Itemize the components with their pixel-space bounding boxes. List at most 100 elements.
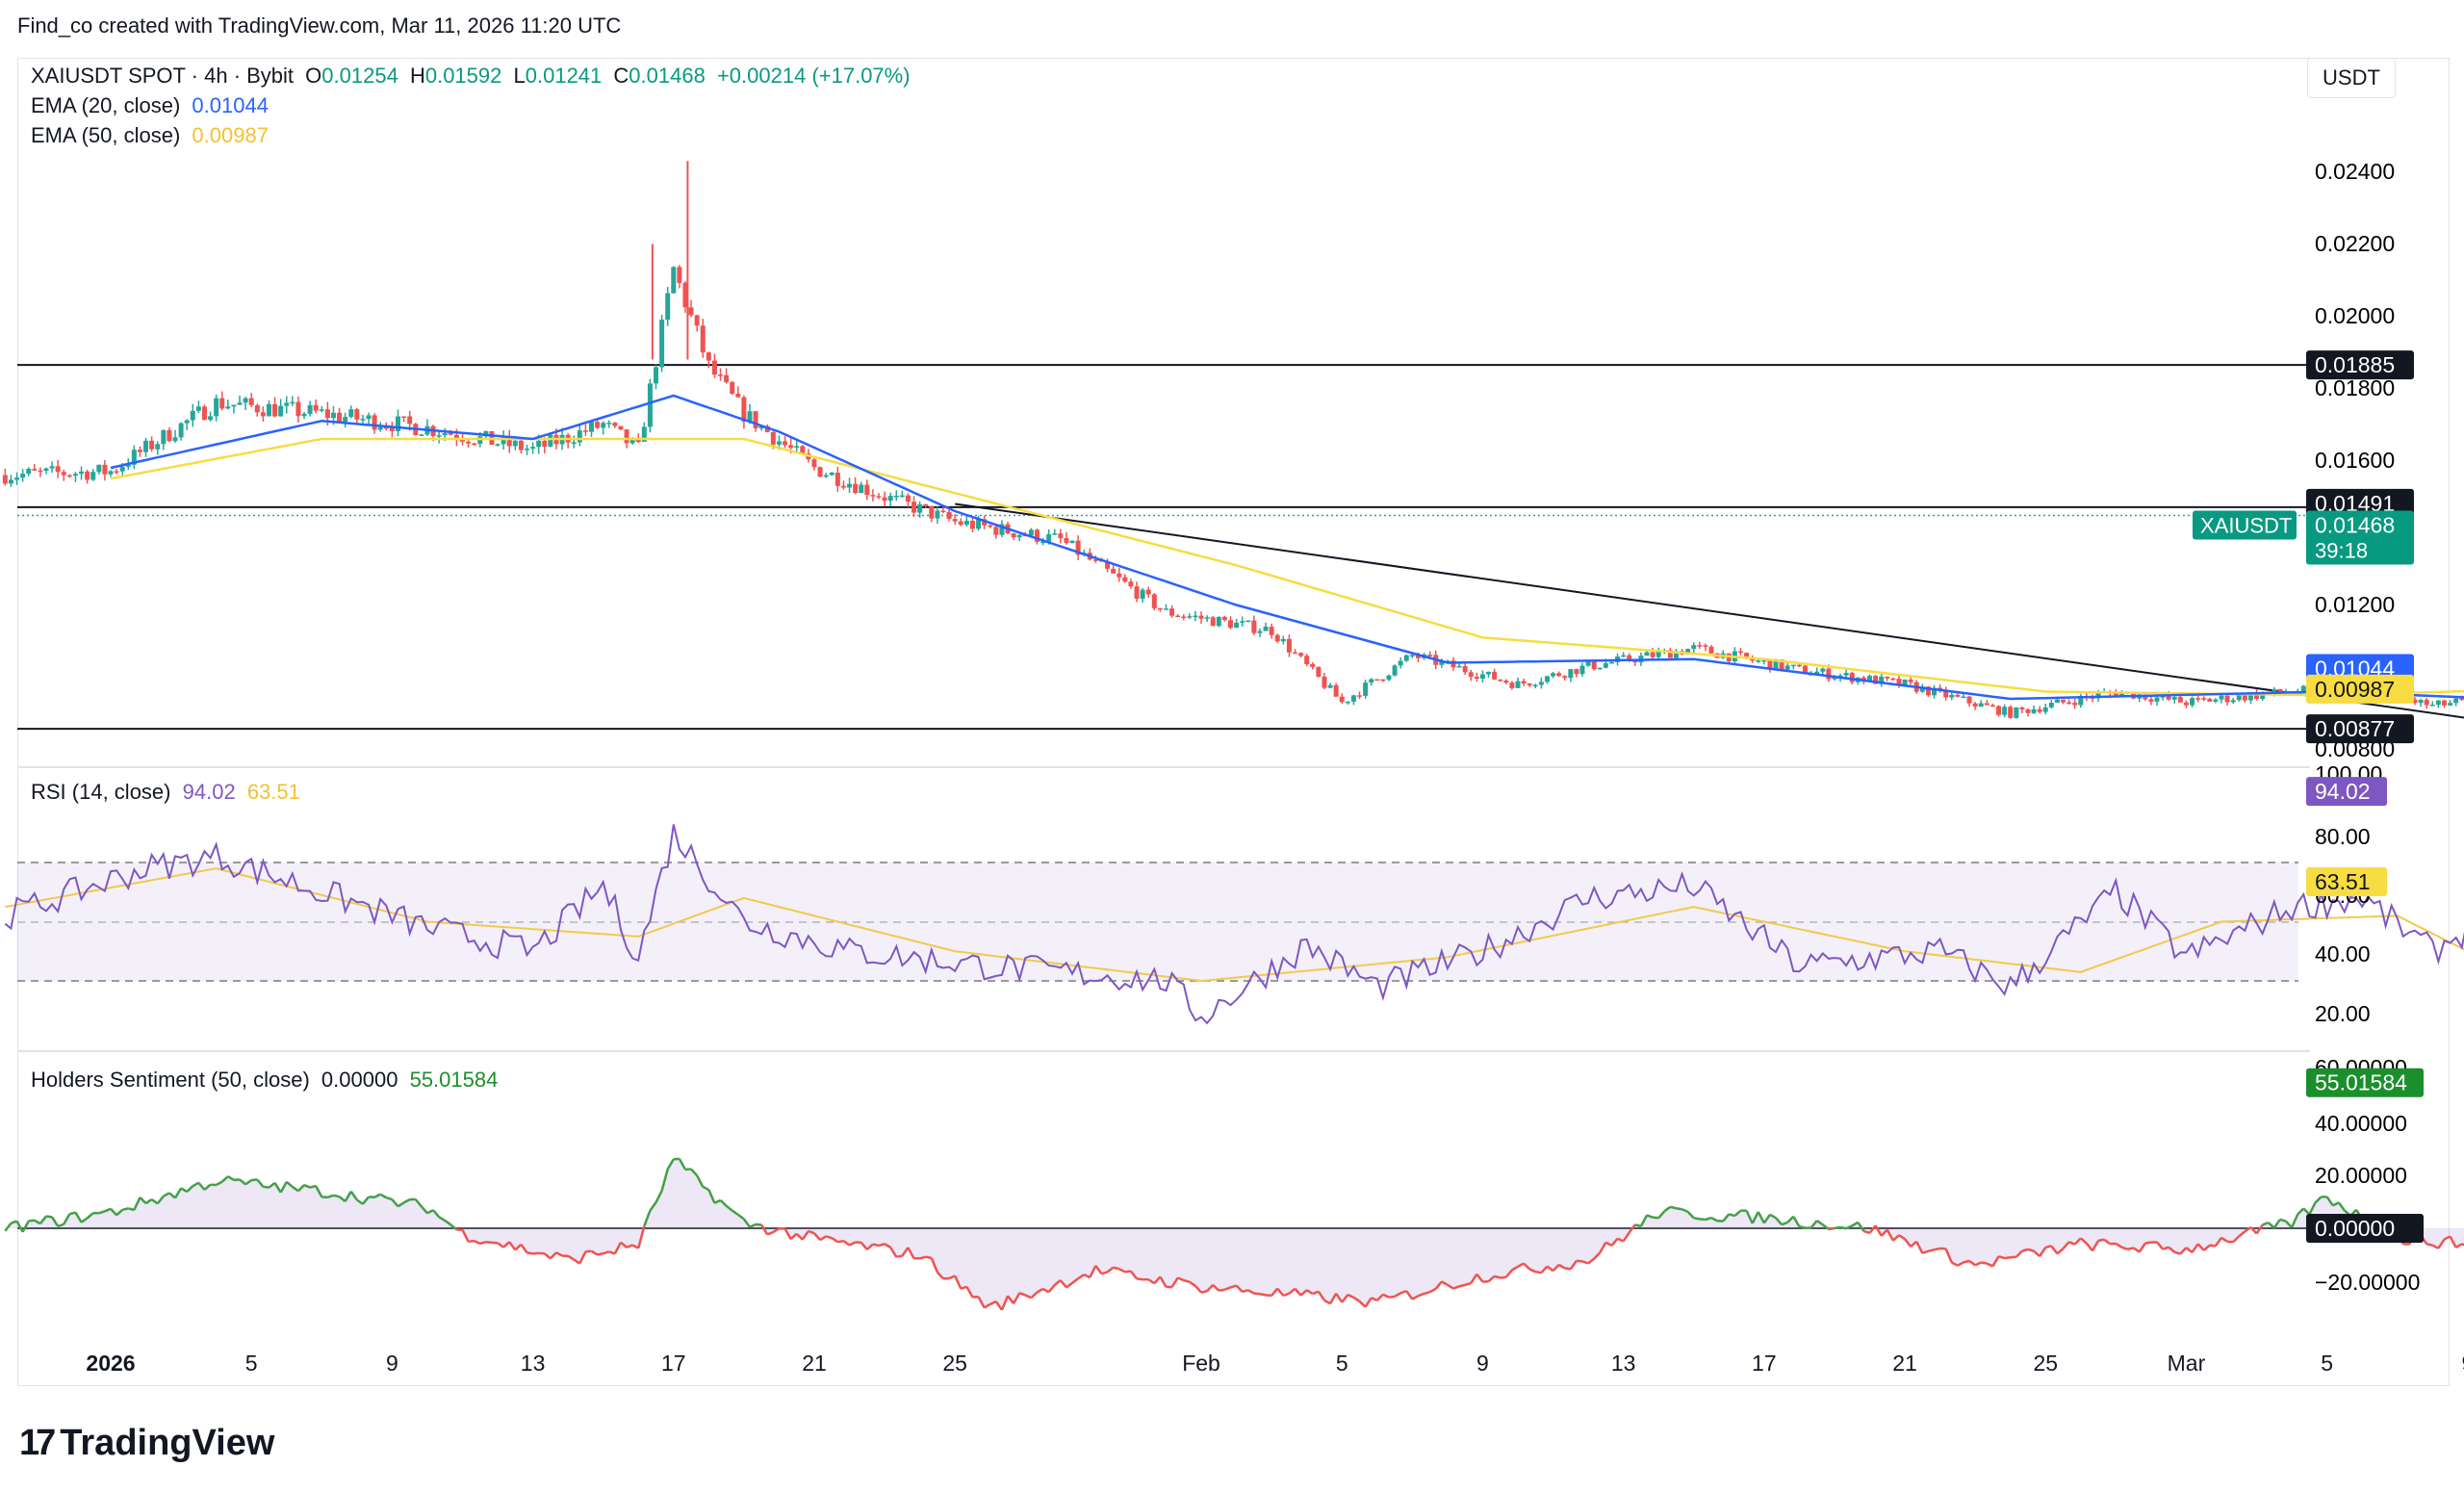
sentiment-segment (1587, 1257, 1595, 1265)
sentiment-segment (1868, 1224, 1877, 1234)
time-axis[interactable]: 20265913172125Feb5913172125Mar591317212 (86, 1351, 2464, 1376)
sentiment-segment (2443, 1235, 2451, 1241)
sentiment-segment (514, 1243, 523, 1251)
svg-text:63.51: 63.51 (2315, 869, 2371, 894)
x-tick-label: 5 (1336, 1351, 1348, 1376)
o-label: O (305, 64, 322, 88)
candle (1151, 593, 1157, 611)
currency-label: USDT (2323, 65, 2380, 90)
candle (1767, 659, 1773, 673)
candle (840, 480, 846, 490)
sentiment-segment (1733, 1209, 1742, 1217)
sentiment-segment (1328, 1293, 1338, 1304)
sentiment-segment (2062, 1241, 2070, 1250)
sentiment-segment (1282, 1292, 1290, 1298)
sentiment-segment (1745, 1210, 1754, 1224)
candle (1157, 607, 1163, 612)
price-tags: 0.018850.014910.0146839:18XAIUSDT0.01044… (2193, 350, 2414, 744)
sentiment-segment (309, 1184, 317, 1189)
sentiment-segment (116, 1208, 124, 1217)
candle (2072, 698, 2078, 709)
sentiment-segment (901, 1247, 910, 1257)
candle (2201, 696, 2207, 702)
currency-selector[interactable]: USDT (2307, 58, 2396, 98)
candle (1943, 686, 1949, 701)
candle (1075, 535, 1081, 560)
sentiment-segment (327, 1194, 334, 1198)
sentiment-segment (896, 1254, 903, 1258)
sentiment-segment (783, 1227, 792, 1240)
sentiment-segment (344, 1191, 352, 1202)
candle (38, 467, 43, 477)
candle (1486, 671, 1492, 678)
tradingview-wordmark: TradingView (60, 1423, 275, 1463)
candle (2453, 696, 2459, 707)
sentiment-segment (21, 1220, 30, 1233)
sentiment-segment (1915, 1241, 1924, 1254)
tradingview-logo[interactable]: 17 TradingView (19, 1423, 274, 1464)
x-tick-label: 9 (2461, 1351, 2464, 1376)
sentiment-segment (1857, 1222, 1865, 1232)
sentiment-segment (1434, 1280, 1443, 1290)
price-legend: XAIUSDT SPOT · 4h · Bybit O0.01254 H0.01… (31, 64, 916, 89)
candle (260, 406, 266, 422)
rsi-value-tag: 94.02 (2306, 777, 2387, 807)
sentiment-segment (1762, 1214, 1771, 1224)
sentiment-segment (725, 1204, 733, 1212)
candle (2090, 694, 2095, 703)
candle (2031, 705, 2037, 714)
sentiment-segment (742, 1218, 752, 1228)
candle (706, 351, 711, 369)
sentiment-segment (479, 1240, 487, 1246)
sentiment-segment (1652, 1216, 1659, 1220)
candle (1145, 586, 1151, 598)
sentiment-segment (626, 1244, 633, 1249)
sentiment-segment (1153, 1275, 1162, 1285)
candle (923, 503, 929, 508)
descending-trendline[interactable] (955, 502, 2464, 754)
sentiment-segment (1065, 1281, 1073, 1289)
sentiment-segment (1394, 1292, 1401, 1298)
candle (1293, 649, 1298, 655)
rsi-pane: 100.00 80.00 60.00 40.00 20.00 94.0263.5… (4, 761, 2464, 1026)
candle (688, 299, 694, 318)
sentiment-segment (1464, 1281, 1472, 1287)
candle (1403, 654, 1409, 662)
candle (190, 403, 195, 427)
candle (1128, 578, 1134, 589)
candle (506, 429, 512, 453)
sentiment-segment (2115, 1242, 2123, 1248)
sentiment-segment (543, 1252, 552, 1260)
candle (254, 403, 260, 417)
sentiment-segment (1206, 1284, 1215, 1293)
candle (137, 446, 142, 457)
ticker-tag: XAIUSDT (2200, 514, 2292, 538)
sentiment-segment (1617, 1237, 1625, 1243)
svg-text:0.01885: 0.01885 (2315, 352, 2395, 377)
sentiment-segment (1024, 1294, 1032, 1300)
trendline[interactable] (955, 502, 2464, 754)
sentiment-segment (842, 1240, 851, 1247)
sentiment-segment (1036, 1287, 1044, 1294)
candle (1908, 676, 1913, 685)
candle (1257, 628, 1263, 637)
candle (1069, 540, 1075, 544)
sentiment-segment (1681, 1208, 1689, 1214)
sentiment-segment (696, 1174, 705, 1188)
candle (1492, 668, 1498, 681)
candle (1298, 652, 1304, 657)
candle (876, 493, 882, 500)
rsi-label: RSI (14, close) (31, 780, 171, 804)
candle (917, 501, 923, 518)
candle (1316, 666, 1322, 678)
sentiment-segment (878, 1243, 886, 1248)
sentiment-segment (1757, 1211, 1765, 1224)
sentiment-segment (2232, 1235, 2241, 1244)
horizontal-levels[interactable] (17, 364, 2310, 731)
candle (2025, 708, 2031, 717)
candle (495, 443, 500, 447)
sentiment-segment (2314, 1196, 2323, 1204)
candle (313, 399, 319, 414)
x-tick-label: 13 (1611, 1351, 1636, 1376)
